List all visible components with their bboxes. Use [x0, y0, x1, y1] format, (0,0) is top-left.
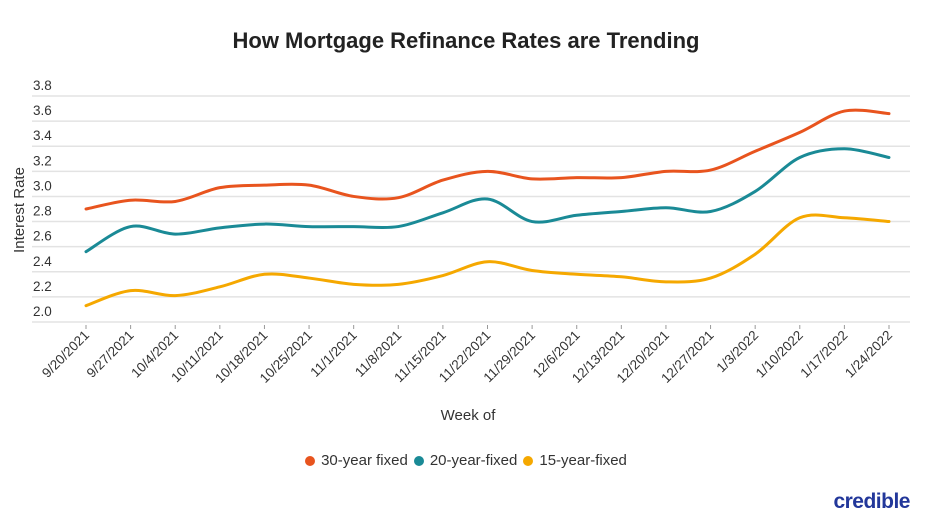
y-tick-label: 2.8 [33, 204, 52, 219]
chart-title: How Mortgage Refinance Rates are Trendin… [232, 28, 700, 53]
x-tick-label: 11/1/2021 [307, 328, 359, 380]
y-tick-label: 2.6 [33, 229, 52, 244]
legend-label: 20-year-fixed [429, 452, 518, 469]
x-tick-label: 9/27/2021 [84, 328, 137, 381]
legend-dot-icon [305, 455, 316, 466]
series-line-1 [84, 147, 891, 254]
y-tick-label: 3.6 [33, 103, 52, 118]
y-tick-label: 2.0 [33, 304, 52, 319]
x-tick-label: 1/24/2022 [842, 328, 895, 381]
legend-item: 20-year-fixed [413, 452, 518, 469]
x-tick-label: 1/10/2022 [753, 328, 806, 381]
y-tick-label: 3.2 [33, 153, 52, 168]
legend-item: 15-year-fixed [523, 452, 627, 469]
series-line-0 [84, 108, 891, 211]
legend-label: 30-year fixed [321, 452, 408, 469]
x-tick-label: 1/17/2022 [797, 328, 850, 381]
legend: 30-year fixed 20-year-fixed 15-year-fixed [0, 452, 932, 470]
y-tick-label: 2.4 [33, 254, 52, 269]
y-tick-label: 3.8 [33, 78, 52, 93]
y-tick-label: 3.4 [33, 128, 52, 143]
y-tick-label: 2.2 [33, 279, 52, 294]
credible-logo: credible [833, 490, 910, 513]
legend-item: 30-year fixed [305, 452, 408, 469]
x-axis-label: Week of [441, 407, 497, 424]
legend-dot-icon [523, 455, 534, 466]
y-axis-label: Interest Rate [11, 167, 28, 253]
legend-dot-icon [413, 455, 424, 466]
x-tick-label: 9/20/2021 [39, 328, 92, 381]
y-tick-label: 3.0 [33, 178, 52, 193]
legend-label: 15-year-fixed [539, 452, 627, 469]
